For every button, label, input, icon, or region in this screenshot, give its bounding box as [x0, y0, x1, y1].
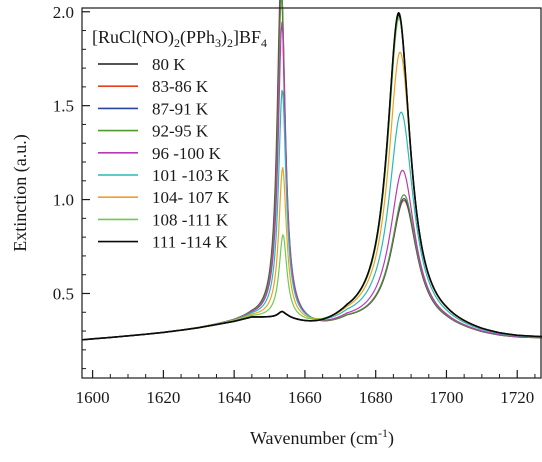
legend-label-6: 101 -103 K: [152, 166, 230, 185]
series-line-3: [81, 0, 542, 341]
legend-label-1: 80 K: [152, 55, 186, 74]
series-line-7: [81, 51, 542, 341]
series-line-1: [81, 13, 542, 341]
legend-label-3: 87-91 K: [152, 99, 209, 118]
x-tick-label: 1720: [500, 388, 534, 407]
series-line-9: [81, 11, 542, 341]
x-tick-label: 1600: [76, 388, 110, 407]
x-tick-label: 1660: [288, 388, 322, 407]
legend-label-4: 92-95 K: [152, 122, 209, 141]
legend-label-8: 108 -111 K: [152, 210, 229, 229]
legend-label-2: 83-86 K: [152, 77, 209, 96]
plot-frame: [81, 7, 542, 379]
y-tick-label: 1.5: [53, 97, 74, 116]
axes-layer: 1600 1620 1640 1660 1680 1700 1720 0.5 1.0 1.5 2.0…: [10, 3, 542, 449]
series-layer: [81, 0, 542, 341]
legend: [RuCl(NO)2(PPh3)2]BF4 80 K 83-86 K 87-91 K 9…: [92, 27, 267, 252]
series-line-8: [81, 17, 542, 341]
x-tick-label: 1680: [359, 388, 393, 407]
y-axis-title: Extinction (a.u.): [10, 134, 31, 251]
series-line-6: [81, 89, 542, 341]
legend-title: [RuCl(NO)2(PPh3)2]BF4: [92, 27, 267, 50]
legend-label-5: 96 -100 K: [152, 144, 222, 163]
x-axis-title: Wavenumber (cm-1): [250, 426, 394, 449]
x-tick-label: 1640: [217, 388, 251, 407]
series-line-4: [81, 0, 542, 341]
y-tick-label: 2.0: [53, 3, 74, 22]
legend-label-7: 104- 107 K: [152, 188, 230, 207]
series-line-2: [81, 0, 542, 341]
legend-label-9: 111 -114 K: [152, 233, 228, 252]
y-tick-label: 1.0: [53, 191, 74, 210]
x-tick-label: 1620: [146, 388, 180, 407]
x-tick-label: 1700: [429, 388, 463, 407]
y-tick-label: 0.5: [53, 284, 74, 303]
series-line-5: [81, 21, 542, 341]
